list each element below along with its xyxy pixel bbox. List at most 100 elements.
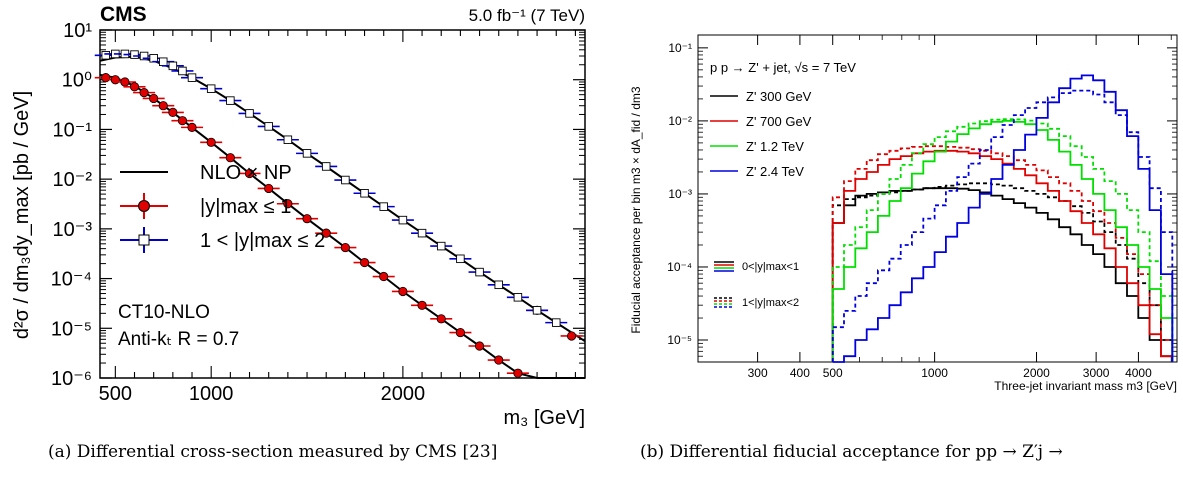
- a-data-point-red: [513, 368, 523, 378]
- a-data-point-red: [398, 286, 408, 297]
- b-histogram-line: [831, 120, 1174, 362]
- a-legend-blue-label: 1 < |y|max ≤ 2: [200, 230, 325, 252]
- b-y-axis-label: Fiducial acceptance per bin m3 × dA_fid …: [629, 86, 643, 333]
- a-data-point-red: [158, 101, 168, 111]
- a-data-point-blue: [178, 66, 187, 76]
- a-data-point-red: [244, 168, 255, 179]
- a-x-axis-label: m₃ [GeV]: [504, 407, 586, 429]
- a-data-point-blue: [149, 54, 158, 63]
- a-data-point-blue: [226, 96, 235, 105]
- a-data-point-red: [417, 300, 427, 310]
- caption-b: (b) Differential fiducial acceptance for…: [640, 442, 1063, 462]
- a-data-point-blue: [360, 189, 369, 198]
- a-data-point-blue: [245, 109, 254, 118]
- a-legend-blue-marker: [138, 234, 150, 246]
- fiducial-acceptance-chart: 10⁻⁵ 10⁻⁴ 10⁻³ 10⁻² 10⁻¹ 300 400 500 1000 2000 300…: [629, 34, 1178, 393]
- a-data-point-red: [177, 116, 188, 126]
- b-histogram-line: [831, 149, 1174, 362]
- a-data-point-blue: [494, 280, 503, 290]
- a-data-point-red: [283, 199, 293, 209]
- b-x-tick-label: 4000: [1125, 366, 1152, 380]
- a-y-tick-label: 10⁰: [62, 70, 92, 92]
- b-legend-z700: Z' 700 GeV: [746, 114, 812, 129]
- a-data-point-red: [321, 228, 331, 238]
- a-data-point-red: [264, 183, 274, 194]
- a-y-tick-label: 10⁻²: [53, 169, 93, 191]
- a-data-point-red: [436, 314, 446, 324]
- a-data-point-blue: [456, 254, 465, 264]
- a-algo-annotation: Anti-kₜ R = 0.7: [118, 329, 239, 350]
- cms-cross-section-chart: 10⁻⁶ 10⁻⁵ 10⁻⁴ 10⁻³ 10⁻² 10⁻¹ 10⁰ 10¹ 500 1000 200…: [11, 3, 586, 429]
- b-histogram-line: [831, 89, 1174, 362]
- a-data-point-red: [120, 77, 130, 87]
- b-legend-z1200: Z' 1.2 TeV: [746, 139, 804, 154]
- a-data-point-blue: [130, 50, 139, 59]
- a-y-tick-label: 10⁻³: [53, 219, 93, 241]
- b-histogram-line: [831, 145, 1174, 362]
- a-data-point-blue: [264, 122, 273, 131]
- a-data-point-blue: [283, 135, 293, 144]
- a-data-point-blue: [168, 61, 178, 71]
- a-data-point-red: [494, 355, 504, 365]
- a-data-point-blue: [475, 267, 484, 277]
- a-data-point-blue: [101, 51, 111, 60]
- b-linestyle-legend: 0<|y|max<1 1<|y|max<2: [714, 261, 799, 309]
- caption-a: (a) Differential cross-section measured …: [48, 442, 498, 462]
- a-data-point-blue: [187, 73, 197, 82]
- a-data-point-blue: [436, 241, 446, 251]
- a-x-tick-label: 2000: [381, 383, 426, 405]
- a-x-tick-label: 1000: [189, 383, 234, 405]
- a-data-point-red: [129, 82, 140, 92]
- b-histogram-line: [832, 74, 1174, 363]
- b-linestyle-solid-label: 0<|y|max<1: [742, 261, 799, 273]
- a-y-tick-label: 10¹: [63, 20, 92, 42]
- a-data-point-blue: [417, 228, 427, 238]
- b-x-tick-label: 3000: [1083, 366, 1110, 380]
- a-legend-nlo-label: NLO × NP: [200, 162, 292, 184]
- a-data-point-red: [225, 153, 235, 163]
- a-data-point-red: [149, 93, 159, 104]
- a-data-point-red: [187, 122, 197, 132]
- b-y-tick-label: 10⁻⁴: [667, 260, 692, 274]
- b-legend: Z' 300 GeV Z' 700 GeV Z' 1.2 TeV Z' 2.4 …: [710, 89, 812, 179]
- a-data-point-blue: [206, 84, 216, 93]
- b-x-axis-label: Three-jet invariant mass m3 [GeV]: [994, 379, 1177, 393]
- b-histogram-line: [831, 118, 1174, 362]
- b-axes: 10⁻⁵ 10⁻⁴ 10⁻³ 10⁻² 10⁻¹ 300 400 500 1000 2000 300…: [667, 34, 1178, 380]
- b-histograms: [831, 74, 1174, 363]
- a-data-point-blue: [398, 215, 408, 225]
- a-data-point-blue: [139, 51, 149, 61]
- a-data-point-red: [139, 88, 149, 98]
- b-legend-z300: Z' 300 GeV: [746, 89, 812, 104]
- a-y-tick-label: 10⁻⁴: [51, 269, 92, 291]
- b-histogram-line: [831, 187, 1174, 362]
- b-y-tick-label: 10⁻¹: [668, 41, 692, 55]
- a-pdf-annotation: CT10-NLO: [118, 302, 210, 323]
- b-histogram-line: [831, 182, 1174, 362]
- b-y-tick-label: 10⁻⁵: [667, 333, 692, 347]
- a-data-point-red: [101, 73, 111, 83]
- a-data-point-blue: [341, 175, 350, 185]
- b-plot-frame: [697, 34, 1178, 363]
- a-lumi-label: 5.0 fb⁻¹ (7 TeV): [469, 6, 585, 25]
- a-data-point-red: [359, 257, 370, 268]
- a-data-point-red: [302, 214, 312, 224]
- a-y-tick-label: 10⁻¹: [53, 119, 93, 141]
- b-y-tick-label: 10⁻³: [668, 187, 692, 201]
- a-data-points: [94, 49, 583, 378]
- a-data-point-blue: [532, 306, 542, 315]
- a-data-point-blue: [159, 57, 168, 66]
- a-data-point-red: [168, 107, 178, 118]
- b-x-tick-label: 2000: [1023, 366, 1050, 380]
- a-data-point-red: [340, 242, 350, 253]
- a-legend-red-marker: [138, 200, 150, 212]
- b-y-tick-label: 10⁻²: [668, 114, 692, 128]
- a-y-tick-label: 10⁻⁶: [51, 368, 92, 390]
- b-legend-title: p p → Z' + jet, √s = 7 TeV: [710, 60, 856, 75]
- a-data-point-blue: [321, 162, 331, 171]
- a-data-point-blue: [551, 318, 561, 327]
- b-x-tick-label: 500: [823, 366, 843, 380]
- a-data-point-blue: [513, 293, 523, 302]
- a-theory-curve: [99, 55, 586, 343]
- b-x-tick-label: 400: [790, 366, 810, 380]
